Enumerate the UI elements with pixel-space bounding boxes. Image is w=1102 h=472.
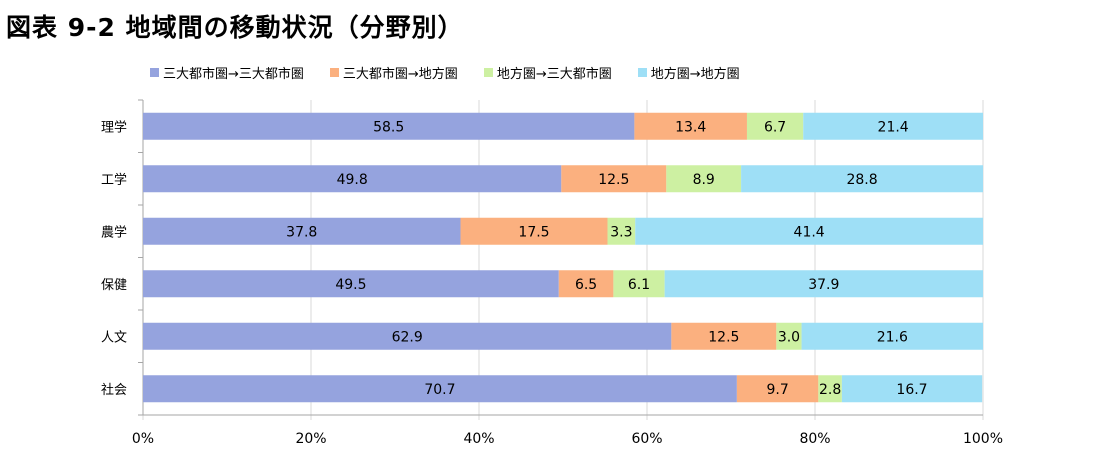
bar-segment (841, 375, 983, 403)
bar-segment (143, 270, 559, 298)
data-label: 13.4 (675, 119, 706, 135)
data-label: 58.5 (373, 119, 404, 135)
bar-segment (635, 217, 983, 245)
data-label: 8.9 (693, 172, 715, 188)
data-label: 9.7 (766, 382, 788, 398)
x-tick-label: 0% (132, 431, 154, 447)
legend-swatch (637, 68, 647, 77)
data-label: 3.3 (610, 224, 632, 240)
bar-segment (634, 112, 747, 140)
bar-segment (460, 217, 608, 245)
data-label: 21.4 (878, 119, 909, 135)
legend-item-metro-to-local: 三大都市圏→地方圏 (329, 63, 458, 82)
bar-segment (801, 322, 983, 350)
bar-segment (741, 165, 983, 193)
data-label: 28.8 (846, 172, 877, 188)
bar-segment (143, 375, 737, 403)
data-label: 16.7 (896, 382, 927, 398)
bar-segment (143, 322, 672, 350)
bar-segment (561, 165, 667, 193)
bar-segment (671, 322, 777, 350)
bar-segment (558, 270, 614, 298)
legend-item-local-to-metro: 地方圏→三大都市圏 (483, 63, 612, 82)
bar-segment (143, 112, 635, 140)
data-label: 3.0 (778, 329, 800, 345)
x-tick-label: 60% (631, 431, 662, 447)
bar-segment (746, 112, 804, 140)
category-label: 人文 (101, 330, 127, 345)
category-label: 理学 (101, 119, 127, 135)
data-label: 49.8 (337, 172, 368, 188)
data-label: 41.4 (794, 224, 825, 240)
data-label: 12.5 (598, 172, 629, 188)
bar-segment (143, 165, 562, 193)
figure-title: 図表 9-2 地域間の移動状況（分野別） (6, 13, 464, 42)
legend-item-local-to-local: 地方圏→地方圏 (637, 63, 740, 82)
legend-label: 地方圏→地方圏 (650, 67, 740, 82)
data-label: 17.5 (518, 224, 549, 240)
data-label: 49.5 (335, 277, 366, 293)
data-label: 37.8 (286, 224, 317, 240)
category-label: 社会 (101, 382, 127, 398)
legend-label: 三大都市圏→地方圏 (342, 67, 458, 82)
chart-legend: 三大都市圏→三大都市圏 三大都市圏→地方圏 地方圏→三大都市圏 地方圏→地方圏 (150, 63, 766, 82)
data-label: 37.9 (808, 277, 839, 293)
data-label: 12.5 (708, 329, 739, 345)
x-tick-label: 40% (463, 431, 494, 447)
bar-segment (143, 217, 461, 245)
data-label: 21.6 (877, 329, 908, 345)
x-tick-label: 100% (963, 431, 1003, 447)
x-tick-label: 80% (799, 431, 830, 447)
category-label: 農学 (101, 224, 127, 240)
data-label: 6.5 (575, 277, 597, 293)
bar-segment (803, 112, 983, 140)
legend-item-metro-to-metro: 三大都市圏→三大都市圏 (150, 63, 304, 82)
data-label: 62.9 (392, 329, 423, 345)
bar-segment (776, 322, 802, 350)
data-label: 2.8 (819, 382, 841, 398)
legend-label: 地方圏→三大都市圏 (496, 67, 612, 82)
category-label: 工学 (101, 172, 127, 188)
x-tick-label: 20% (295, 431, 326, 447)
data-label: 70.7 (424, 382, 455, 398)
category-label: 保健 (101, 278, 127, 293)
data-label: 6.7 (764, 119, 786, 135)
bar-segment (666, 165, 742, 193)
bar-segment (664, 270, 983, 298)
bar-segment (613, 270, 665, 298)
bar-segment (607, 217, 636, 245)
legend-swatch (483, 68, 493, 77)
legend-label: 三大都市圏→三大都市圏 (163, 67, 304, 82)
bar-segment (818, 375, 842, 403)
legend-swatch (329, 68, 339, 77)
legend-swatch (150, 68, 159, 77)
data-label: 6.1 (628, 277, 650, 293)
bar-segment (736, 375, 819, 403)
